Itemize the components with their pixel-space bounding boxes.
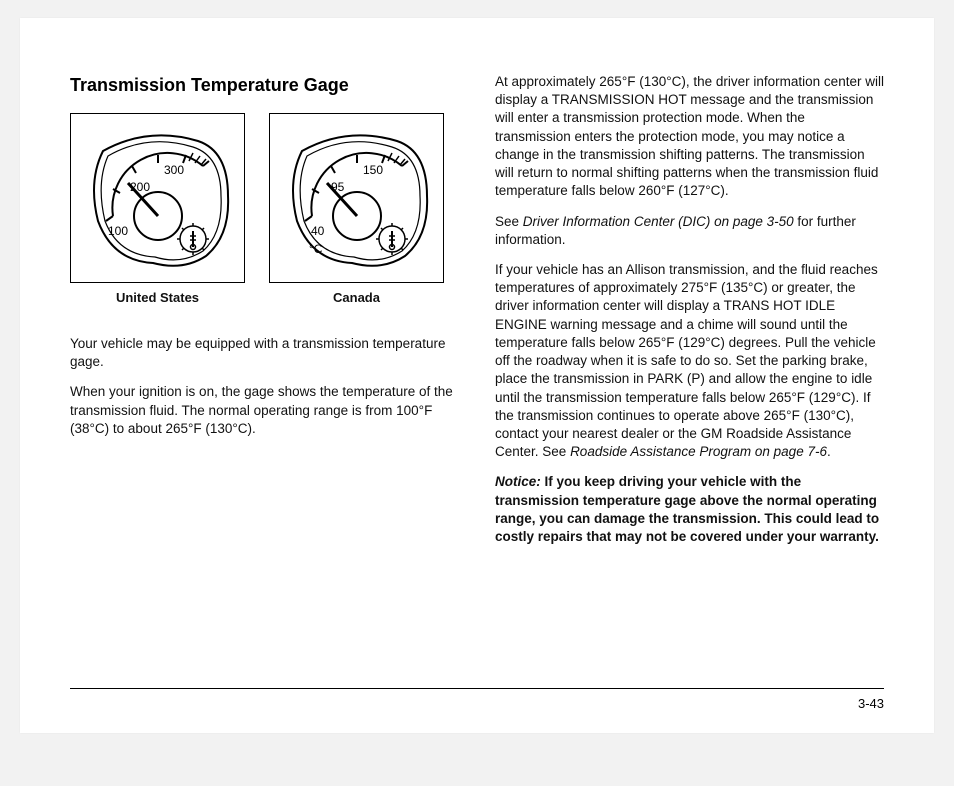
left-para-1: Your vehicle may be equipped with a tran…	[70, 335, 459, 371]
notice-paragraph: Notice: If you keep driving your vehicle…	[495, 473, 884, 546]
gauge-ca-box: 40 95 150 °C	[269, 113, 444, 283]
left-column: Transmission Temperature Gage	[70, 73, 459, 558]
footer-rule	[70, 688, 884, 689]
gauge-us-caption: United States	[116, 289, 199, 307]
right-para-3: If your vehicle has an Allison transmiss…	[495, 261, 884, 461]
notice-label: Notice:	[495, 474, 541, 489]
right-para-2: See Driver Information Center (DIC) on p…	[495, 213, 884, 249]
left-para-2: When your ignition is on, the gage shows…	[70, 383, 459, 438]
columns: Transmission Temperature Gage	[70, 73, 884, 558]
gauge-us-label-low: 100	[108, 224, 128, 238]
gauge-row: 100 200 300	[70, 113, 459, 325]
manual-page: Transmission Temperature Gage	[20, 18, 934, 733]
notice-text: If you keep driving your vehicle with th…	[495, 474, 879, 544]
section-title: Transmission Temperature Gage	[70, 73, 459, 97]
right-column: At approximately 265°F (130°C), the driv…	[495, 73, 884, 558]
right-para-3a: If your vehicle has an Allison transmiss…	[495, 262, 878, 459]
gauge-us-label-high: 300	[164, 163, 184, 177]
right-para-3c: .	[827, 444, 831, 459]
gauge-ca-label-mid: 95	[331, 180, 345, 194]
right-para-2a: See	[495, 214, 523, 229]
right-para-3b: Roadside Assistance Program on page 7-6	[570, 444, 827, 459]
gauge-ca-label-high: 150	[363, 163, 383, 177]
right-para-1: At approximately 265°F (130°C), the driv…	[495, 73, 884, 201]
gauge-ca-label-low: 40	[311, 224, 325, 238]
gauge-us-icon: 100 200 300	[78, 121, 238, 276]
gauge-ca-wrap: 40 95 150 °C	[269, 113, 444, 325]
gauge-ca-caption: Canada	[333, 289, 380, 307]
gauge-ca-icon: 40 95 150 °C	[277, 121, 437, 276]
page-number: 3-43	[858, 696, 884, 711]
gauge-ca-unit: °C	[309, 242, 323, 256]
right-para-2b: Driver Information Center (DIC) on page …	[523, 214, 794, 229]
gauge-us-box: 100 200 300	[70, 113, 245, 283]
gauge-us-wrap: 100 200 300	[70, 113, 245, 325]
